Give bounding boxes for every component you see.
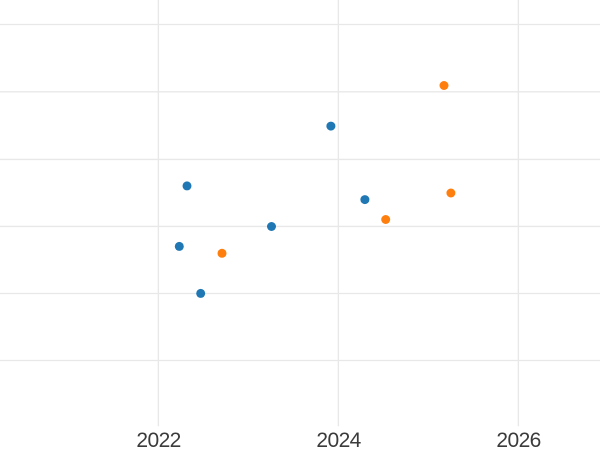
svg-text:2026: 2026 <box>496 429 540 450</box>
svg-text:2024: 2024 <box>316 429 361 450</box>
svg-text:2022: 2022 <box>136 429 180 450</box>
